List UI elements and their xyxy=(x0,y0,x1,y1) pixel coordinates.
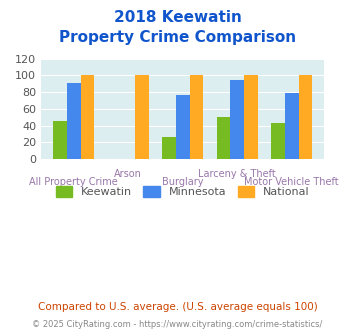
Text: Arson: Arson xyxy=(114,169,142,179)
Bar xyxy=(271,123,285,159)
Bar xyxy=(230,80,244,159)
Legend: Keewatin, Minnesota, National: Keewatin, Minnesota, National xyxy=(51,181,314,202)
Text: All Property Crime: All Property Crime xyxy=(29,177,118,187)
Text: © 2025 CityRating.com - https://www.cityrating.com/crime-statistics/: © 2025 CityRating.com - https://www.city… xyxy=(32,320,323,329)
Text: Property Crime Comparison: Property Crime Comparison xyxy=(59,30,296,45)
Bar xyxy=(217,117,230,159)
Bar xyxy=(190,75,203,159)
Bar xyxy=(67,83,81,159)
Text: Motor Vehicle Theft: Motor Vehicle Theft xyxy=(244,177,339,187)
Bar xyxy=(162,137,176,159)
Bar xyxy=(244,75,258,159)
Bar xyxy=(176,95,190,159)
Bar xyxy=(81,75,94,159)
Bar xyxy=(299,75,312,159)
Text: Larceny & Theft: Larceny & Theft xyxy=(198,169,276,179)
Bar xyxy=(285,93,299,159)
Bar xyxy=(53,121,67,159)
Text: Compared to U.S. average. (U.S. average equals 100): Compared to U.S. average. (U.S. average … xyxy=(38,302,317,312)
Bar xyxy=(135,75,149,159)
Text: 2018 Keewatin: 2018 Keewatin xyxy=(114,10,241,25)
Text: Burglary: Burglary xyxy=(162,177,203,187)
